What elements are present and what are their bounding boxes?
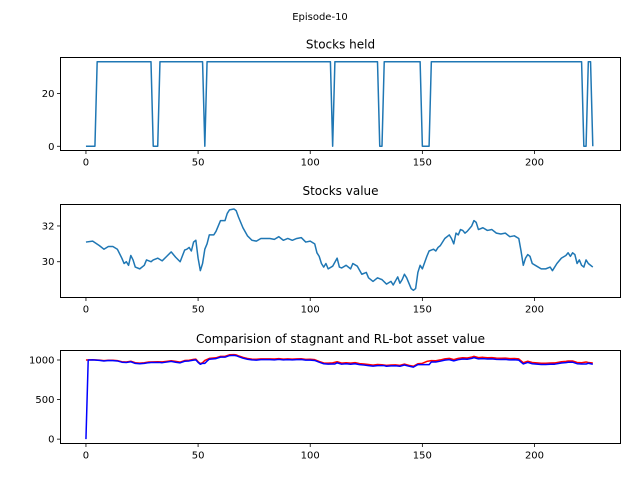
y-tick-label: 0 bbox=[48, 142, 54, 153]
series-line-0 bbox=[85, 60, 594, 148]
y-tick-label: 32 bbox=[42, 221, 55, 232]
y-tick-label: 20 bbox=[42, 89, 55, 100]
x-tick-label: 0 bbox=[83, 305, 89, 316]
axis-ticks: 0 50 100 150 200 0 500 1000 bbox=[29, 355, 544, 461]
subplot-asset-comparison: Comparision of stagnant and RL-bot asset… bbox=[29, 332, 621, 462]
x-tick-label: 100 bbox=[301, 451, 320, 462]
x-tick-label: 150 bbox=[413, 158, 432, 169]
y-tick-label: 1000 bbox=[29, 355, 54, 366]
x-tick-label: 50 bbox=[192, 158, 205, 169]
subplot-title: Stocks held bbox=[306, 38, 375, 52]
y-tick-label: 0 bbox=[48, 435, 54, 446]
y-tick-label: 30 bbox=[42, 257, 55, 268]
subplot-title: Comparision of stagnant and RL-bot asset… bbox=[196, 332, 485, 346]
x-tick-label: 0 bbox=[83, 451, 89, 462]
x-tick-label: 100 bbox=[301, 158, 320, 169]
x-tick-label: 100 bbox=[301, 305, 320, 316]
x-tick-label: 0 bbox=[83, 158, 89, 169]
axis-ticks: 0 50 100 150 200 0 20 bbox=[42, 89, 544, 169]
x-tick-label: 150 bbox=[413, 451, 432, 462]
y-tick-label: 500 bbox=[35, 395, 54, 406]
axes-frame bbox=[60, 204, 621, 298]
plot-area bbox=[85, 208, 594, 292]
axes-frame bbox=[60, 57, 621, 151]
series-line-0 bbox=[85, 353, 593, 367]
series-line-0 bbox=[85, 208, 594, 292]
axis-ticks: 0 50 100 150 200 30 32 bbox=[42, 221, 544, 315]
x-tick-label: 150 bbox=[413, 305, 432, 316]
x-tick-label: 50 bbox=[192, 305, 205, 316]
subplot-stocks-held: Stocks held 0 50 100 150 200 0 20 bbox=[42, 38, 621, 169]
x-tick-label: 50 bbox=[192, 451, 205, 462]
subplot-title: Stocks value bbox=[302, 184, 378, 198]
axes-frame bbox=[60, 350, 621, 444]
x-tick-label: 200 bbox=[525, 305, 544, 316]
plot-area bbox=[85, 353, 593, 440]
series-line-1 bbox=[85, 354, 593, 440]
plot-area bbox=[85, 60, 594, 148]
figure-suptitle: Episode-10 bbox=[292, 12, 348, 23]
subplot-stocks-value: Stocks value 0 50 100 150 200 30 32 bbox=[42, 184, 621, 316]
x-tick-label: 200 bbox=[525, 451, 544, 462]
x-tick-label: 200 bbox=[525, 158, 544, 169]
